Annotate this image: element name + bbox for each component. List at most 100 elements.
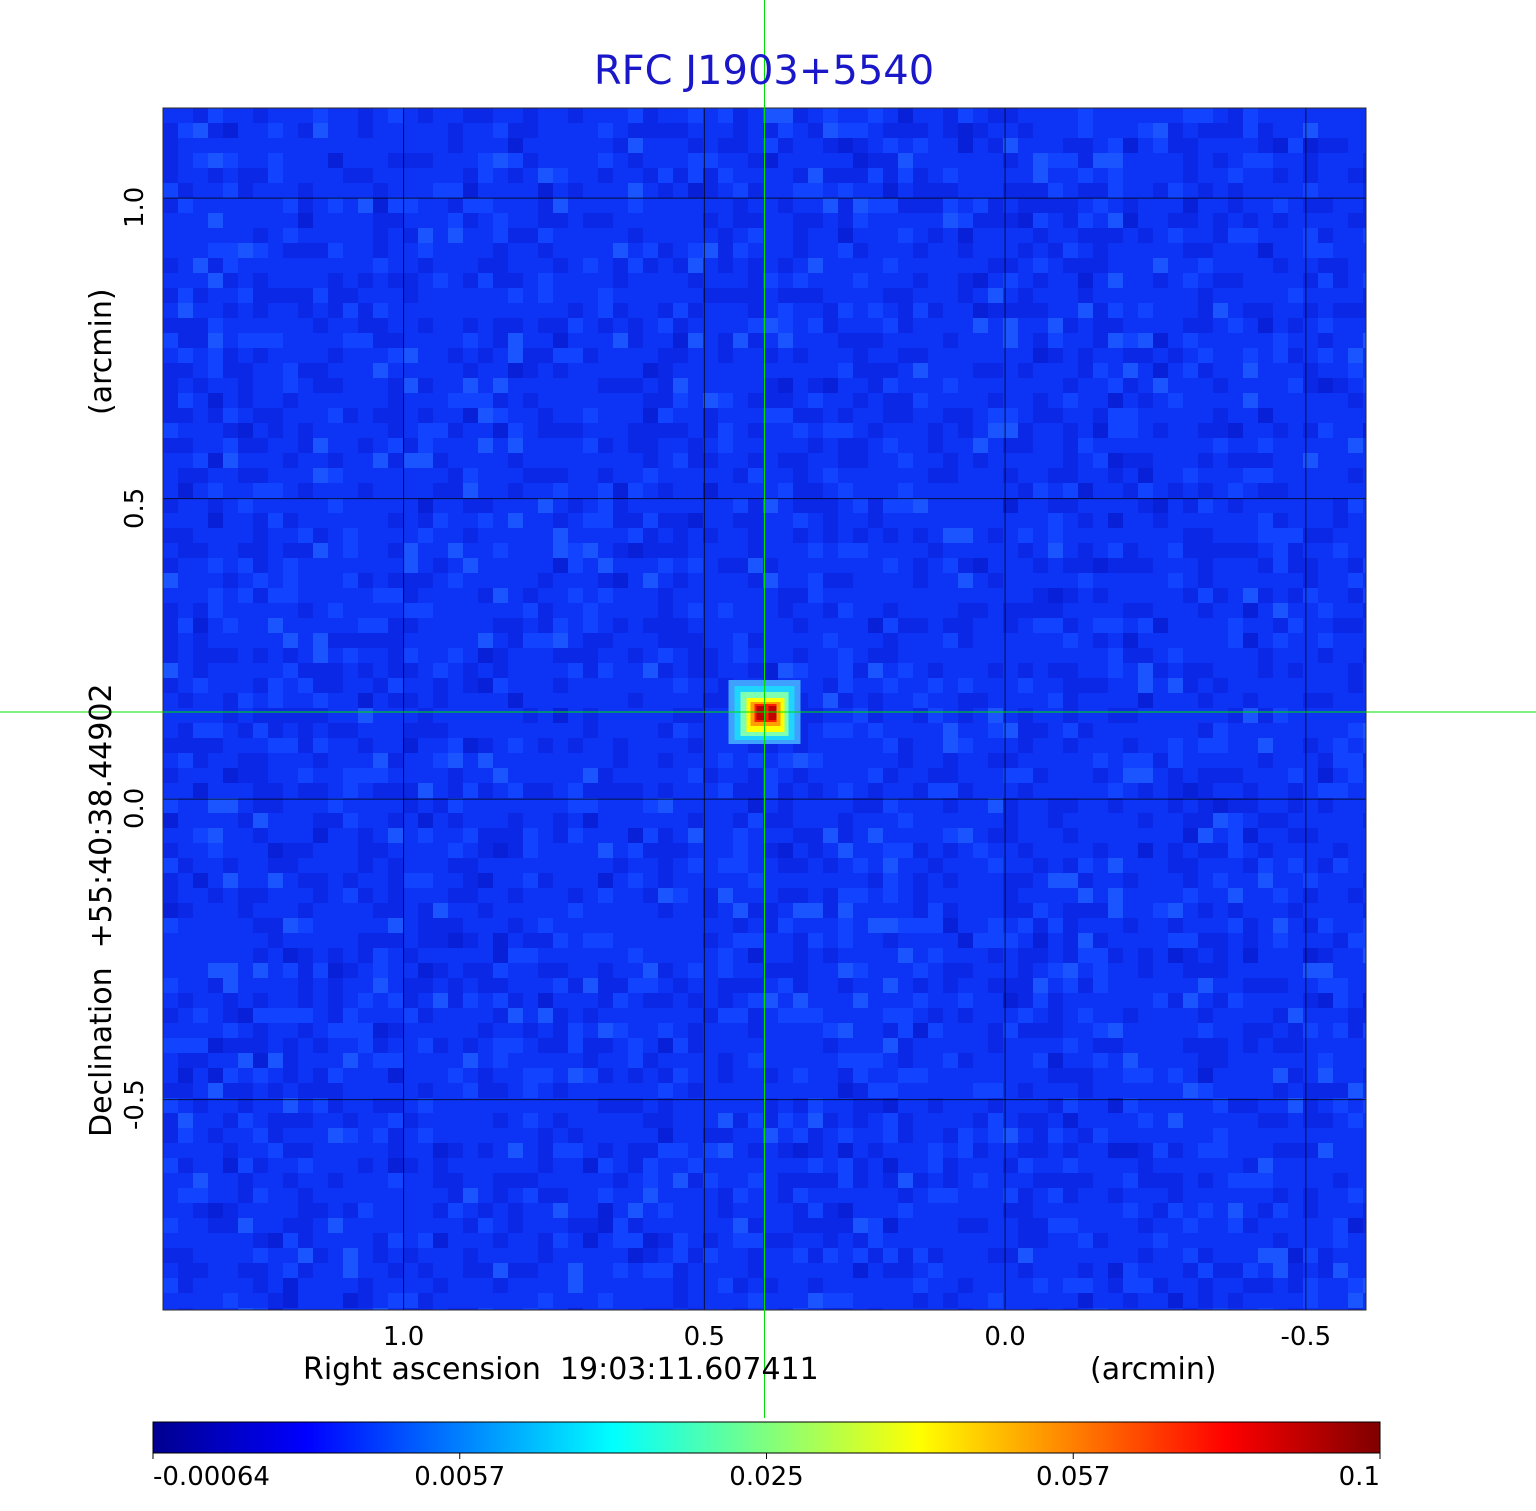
noise-pixel <box>703 483 718 498</box>
noise-pixel <box>643 618 658 633</box>
noise-pixel <box>358 633 373 648</box>
noise-pixel <box>1168 1173 1183 1188</box>
noise-pixel <box>883 1008 898 1023</box>
noise-pixel <box>283 1173 298 1188</box>
noise-pixel <box>523 603 538 618</box>
noise-pixel <box>673 1278 688 1293</box>
noise-pixel <box>253 993 268 1008</box>
noise-pixel <box>883 528 898 543</box>
noise-pixel <box>1333 933 1348 948</box>
noise-pixel <box>748 1053 763 1068</box>
noise-pixel <box>808 753 823 768</box>
noise-pixel <box>223 573 238 588</box>
noise-pixel <box>463 273 478 288</box>
noise-pixel <box>703 663 718 678</box>
noise-pixel <box>388 618 403 633</box>
noise-pixel <box>403 378 418 393</box>
noise-pixel <box>928 468 943 483</box>
noise-pixel <box>313 708 328 723</box>
noise-pixel <box>463 888 478 903</box>
noise-pixel <box>1048 1008 1063 1023</box>
noise-pixel <box>793 618 808 633</box>
noise-pixel <box>808 168 823 183</box>
noise-pixel <box>1228 453 1243 468</box>
noise-pixel <box>658 1203 673 1218</box>
noise-pixel <box>1048 603 1063 618</box>
noise-pixel <box>1243 1158 1258 1173</box>
noise-pixel <box>268 1008 283 1023</box>
noise-pixel <box>898 1248 913 1263</box>
noise-pixel <box>1333 378 1348 393</box>
noise-pixel <box>568 663 583 678</box>
noise-pixel <box>418 1233 433 1248</box>
noise-pixel <box>163 1113 178 1128</box>
noise-pixel <box>268 1293 283 1308</box>
noise-pixel <box>433 183 448 198</box>
noise-pixel <box>1078 138 1093 153</box>
noise-pixel <box>523 588 538 603</box>
noise-pixel <box>793 498 808 513</box>
noise-pixel <box>553 1233 568 1248</box>
noise-pixel <box>193 738 208 753</box>
noise-pixel <box>1048 963 1063 978</box>
noise-pixel <box>673 513 688 528</box>
noise-pixel <box>778 483 793 498</box>
colorbar-tick-label: 0.0057 <box>414 1462 506 1492</box>
noise-pixel <box>943 408 958 423</box>
noise-pixel <box>1288 138 1303 153</box>
noise-pixel <box>1063 903 1078 918</box>
noise-pixel <box>868 153 883 168</box>
noise-pixel <box>163 258 178 273</box>
noise-pixel <box>433 993 448 1008</box>
noise-pixel <box>1273 933 1288 948</box>
noise-pixel <box>748 1173 763 1188</box>
noise-pixel <box>328 1083 343 1098</box>
noise-pixel <box>1318 243 1333 258</box>
noise-pixel <box>253 768 268 783</box>
noise-pixel <box>388 993 403 1008</box>
noise-pixel <box>598 1188 613 1203</box>
colorbar <box>152 1421 1381 1459</box>
noise-pixel <box>583 798 598 813</box>
noise-pixel <box>808 1248 823 1263</box>
noise-pixel <box>403 438 418 453</box>
noise-pixel <box>283 858 298 873</box>
noise-pixel <box>898 483 913 498</box>
noise-pixel <box>598 843 613 858</box>
noise-pixel <box>643 513 658 528</box>
noise-pixel <box>823 1113 838 1128</box>
noise-pixel <box>1018 423 1033 438</box>
noise-pixel <box>718 333 733 348</box>
noise-pixel <box>1318 318 1333 333</box>
noise-pixel <box>1168 1113 1183 1128</box>
noise-pixel <box>838 363 853 378</box>
noise-pixel <box>718 288 733 303</box>
noise-pixel <box>718 783 733 798</box>
noise-pixel <box>463 858 478 873</box>
noise-pixel <box>1108 183 1123 198</box>
noise-pixel <box>358 318 373 333</box>
noise-pixel <box>1303 198 1318 213</box>
noise-pixel <box>1108 1143 1123 1158</box>
noise-pixel <box>223 363 238 378</box>
noise-pixel <box>1363 198 1366 213</box>
noise-pixel <box>1123 138 1138 153</box>
noise-pixel <box>778 1188 793 1203</box>
noise-pixel <box>253 228 268 243</box>
noise-pixel <box>523 468 538 483</box>
noise-pixel <box>508 1008 523 1023</box>
noise-pixel <box>508 1218 523 1233</box>
noise-pixel <box>1168 543 1183 558</box>
noise-pixel <box>538 993 553 1008</box>
noise-pixel <box>313 1098 328 1113</box>
noise-pixel <box>1018 1233 1033 1248</box>
noise-pixel <box>733 1278 748 1293</box>
noise-pixel <box>1198 1173 1213 1188</box>
noise-pixel <box>1303 153 1318 168</box>
noise-pixel <box>463 1038 478 1053</box>
noise-pixel <box>913 363 928 378</box>
noise-pixel <box>1363 273 1366 288</box>
noise-pixel <box>838 693 853 708</box>
noise-pixel <box>778 603 793 618</box>
noise-pixel <box>628 648 643 663</box>
